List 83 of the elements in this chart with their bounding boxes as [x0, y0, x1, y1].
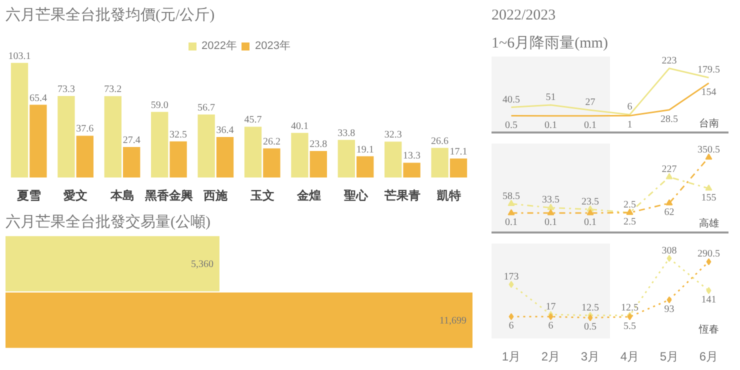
chart-title: 2022/2023	[492, 8, 556, 24]
data-label: 223	[662, 55, 677, 66]
data-label: 0.1	[544, 217, 557, 228]
legend-label: 2023年	[255, 39, 290, 53]
x-tick-label: 6月	[699, 350, 718, 364]
data-label: 17	[546, 302, 556, 313]
data-label: 37.6	[76, 124, 94, 135]
chart-title: 六月芒果全台批發交易量(公噸)	[6, 214, 210, 230]
data-label: 27	[585, 97, 596, 108]
x-tick-label: 夏雪	[16, 188, 41, 202]
data-label: 5.5	[624, 320, 636, 332]
data-label: 227	[662, 164, 677, 176]
data-label: 103.1	[8, 50, 31, 62]
legend-label: 2022年	[202, 39, 237, 53]
x-tick-label: 凱特	[436, 188, 462, 202]
data-label: 6	[508, 320, 514, 332]
data-label: 17.1	[450, 146, 468, 158]
data-label: 1	[627, 120, 632, 131]
data-label: 12.5	[582, 302, 599, 314]
x-tick-label: 芒果青	[383, 188, 420, 202]
data-label: 23.5	[582, 196, 599, 208]
data-label: 5,360	[190, 259, 214, 270]
data-label: 58.5	[502, 190, 520, 202]
x-tick-label: 本島	[109, 188, 134, 202]
data-label: 45.7	[244, 114, 262, 126]
data-label: 155	[701, 192, 716, 204]
data-label: 6	[548, 320, 554, 332]
text: 台南	[698, 118, 719, 130]
data-label: 23.8	[310, 139, 328, 150]
data-label: 0.1	[544, 120, 557, 131]
data-label: 73.2	[104, 84, 122, 96]
x-tick-label: 3月	[580, 350, 600, 364]
data-label: 40.5	[502, 94, 520, 106]
x-tick-label: 黑香金興	[144, 188, 193, 202]
data-label: 0.5	[505, 120, 518, 131]
data-label: 33.8	[338, 128, 356, 139]
data-label: 32.3	[384, 130, 402, 141]
data-label: 308	[662, 245, 677, 256]
x-tick-label: 2月	[541, 350, 560, 364]
data-label: 33.5	[542, 194, 560, 206]
chart-title: 六月芒果全台批發均價(元/公斤)	[6, 6, 215, 24]
text: 高雄	[698, 218, 719, 230]
x-tick-label: 愛文	[64, 188, 88, 202]
data-label: 59.0	[150, 100, 168, 111]
data-label: 19.1	[356, 144, 374, 156]
x-tick-label: 4月	[620, 350, 640, 364]
data-label: 0.1	[584, 120, 596, 131]
data-label: 179.5	[698, 64, 720, 76]
data-label: 11,699	[439, 316, 467, 327]
data-label: 12.5	[621, 302, 638, 314]
data-label: 26.2	[262, 136, 280, 148]
data-label: 65.4	[29, 92, 47, 104]
x-tick-label: 金煌	[296, 188, 322, 202]
data-label: 93	[664, 304, 674, 315]
data-label: 36.4	[216, 125, 234, 136]
x-tick-label: 聖心	[342, 188, 369, 202]
data-label: 0.1	[505, 217, 518, 228]
data-label: 13.3	[403, 150, 421, 162]
data-label: 6	[627, 102, 632, 113]
data-label: 350.5	[698, 144, 720, 156]
data-label: 51	[546, 92, 556, 104]
data-label: 173	[504, 271, 519, 282]
x-tick-label: 1月	[502, 350, 521, 364]
x-tick-label: 玉文	[249, 188, 274, 202]
data-label: 141	[701, 294, 716, 306]
data-label: 2.5	[624, 216, 636, 228]
data-label: 32.5	[170, 129, 188, 140]
data-label: 154	[701, 87, 716, 98]
data-label: 28.5	[660, 114, 678, 125]
data-label: 73.3	[57, 84, 75, 96]
data-label: 26.6	[431, 136, 449, 147]
chart-subtitle: 1~6月降雨量(mm)	[492, 34, 608, 52]
data-label: 0.5	[584, 322, 596, 333]
x-tick-label: 5月	[660, 350, 679, 364]
data-label: 2.5	[624, 200, 636, 211]
data-label: 290.5	[698, 248, 720, 260]
data-label: 56.7	[198, 102, 216, 114]
data-label: 27.4	[122, 135, 140, 146]
data-label: 40.1	[290, 120, 308, 132]
x-tick-label: 西施	[202, 188, 229, 202]
text: 恆春	[698, 324, 719, 336]
data-label: 0.1	[584, 217, 596, 228]
data-label: 62	[664, 207, 674, 218]
